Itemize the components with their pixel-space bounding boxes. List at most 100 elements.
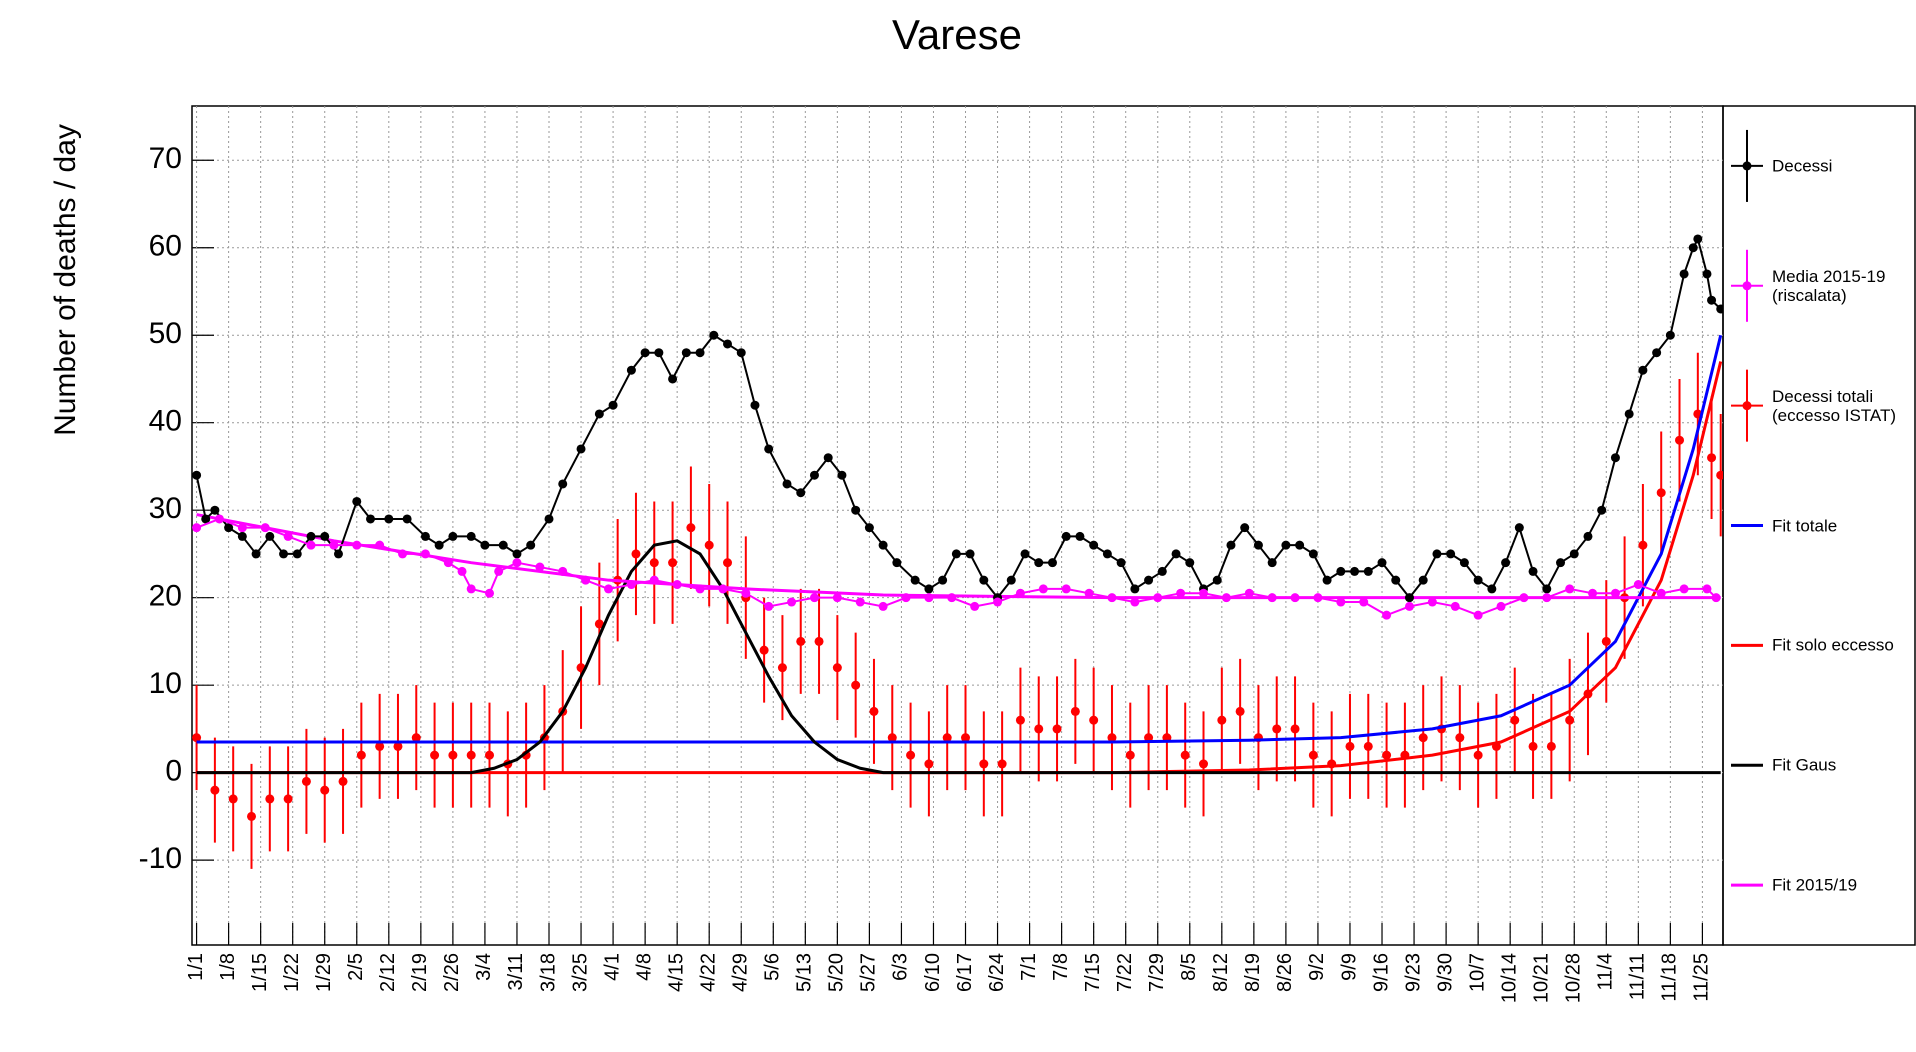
data-point (352, 540, 362, 550)
data-point (237, 523, 247, 533)
data-point (1290, 724, 1300, 734)
data-point (398, 549, 408, 559)
legend-label: Fit 2015/19 (1772, 875, 1858, 895)
data-point (1418, 733, 1428, 743)
data-point (640, 348, 650, 358)
x-tick-label: 2/26 (441, 953, 463, 992)
data-point (924, 584, 934, 594)
data-point (1427, 597, 1437, 607)
data-point (320, 785, 330, 795)
data-point (201, 514, 211, 524)
data-point (1459, 558, 1469, 568)
data-point (1199, 759, 1209, 769)
x-tick-label: 11/4 (1595, 953, 1617, 990)
data-point (750, 400, 760, 410)
data-point (356, 750, 366, 760)
y-tick-label: 20 (149, 580, 182, 613)
data-point (1226, 540, 1236, 550)
data-point (1473, 610, 1483, 620)
data-point (1377, 558, 1387, 568)
data-point (237, 531, 247, 541)
data-point (764, 444, 774, 454)
data-point (494, 566, 504, 576)
legend-label: Fit solo eccesso (1772, 635, 1894, 655)
y-tick-label: 10 (149, 667, 182, 700)
x-tick-label: 9/23 (1402, 953, 1424, 992)
data-point (832, 663, 842, 673)
legend-swatch (1742, 401, 1752, 411)
x-tick-label: 6/17 (954, 953, 976, 992)
data-point (192, 733, 202, 743)
data-point (1359, 597, 1369, 607)
data-point (1473, 575, 1483, 585)
data-point (1075, 531, 1085, 541)
data-point (1125, 750, 1135, 760)
data-point (1345, 741, 1355, 751)
data-point (283, 794, 293, 804)
x-tick-label: 1/29 (313, 953, 335, 992)
data-point (1171, 549, 1181, 559)
data-point (1404, 601, 1414, 611)
data-point (430, 750, 440, 760)
data-point (869, 706, 879, 716)
data-point (366, 514, 376, 524)
data-point (1089, 540, 1099, 550)
data-point (265, 531, 275, 541)
data-point (938, 575, 948, 585)
x-tick-label: 9/30 (1434, 953, 1456, 992)
data-point (782, 479, 792, 489)
data-point (1510, 715, 1520, 725)
data-point (1052, 724, 1062, 734)
data-point (1061, 584, 1071, 594)
data-point (1363, 566, 1373, 576)
data-point (649, 575, 659, 585)
data-point (1546, 741, 1556, 751)
data-point (924, 593, 934, 603)
legend-label: Decessi totali (eccesso ISTAT) (1772, 386, 1897, 425)
data-point (320, 531, 330, 541)
data-point (1185, 558, 1195, 568)
x-tick-label: 9/16 (1370, 953, 1392, 992)
data-point (723, 558, 733, 568)
x-tick-label: 7/1 (1018, 953, 1040, 981)
data-point (1267, 593, 1277, 603)
data-point (878, 540, 888, 550)
data-point (864, 523, 874, 533)
data-point (796, 488, 806, 498)
data-point (512, 558, 522, 568)
x-tick-label: 10/28 (1563, 953, 1585, 1003)
x-tick-label: 5/20 (826, 953, 848, 992)
x-tick-label: 7/8 (1050, 953, 1072, 981)
fit-line (196, 334, 1723, 744)
data-point (393, 741, 403, 751)
y-tick-label: 70 (149, 142, 182, 175)
data-point (301, 776, 311, 786)
data-point (480, 540, 490, 550)
data-point (485, 750, 495, 760)
data-point (1350, 566, 1360, 576)
data-point (1157, 566, 1167, 576)
data-point (1702, 584, 1712, 594)
data-point (1130, 584, 1140, 594)
data-point (832, 593, 842, 603)
x-tick-label: 5/27 (858, 953, 880, 992)
data-point (306, 531, 316, 541)
y-tick-label: 40 (149, 405, 182, 438)
chart-title: Varese (892, 11, 1022, 58)
data-point (1446, 549, 1456, 559)
data-point (1528, 566, 1538, 576)
data-point (247, 811, 257, 821)
data-point (1702, 269, 1712, 279)
data-point (1070, 706, 1080, 716)
data-point (1569, 549, 1579, 559)
data-point (558, 479, 568, 489)
data-point (466, 750, 476, 760)
data-point (1130, 597, 1140, 607)
data-point (608, 400, 618, 410)
data-point (1707, 295, 1717, 305)
data-point (1624, 409, 1634, 419)
data-point (1047, 558, 1057, 568)
data-point (352, 496, 362, 506)
x-tick-label: 11/11 (1627, 953, 1649, 1000)
